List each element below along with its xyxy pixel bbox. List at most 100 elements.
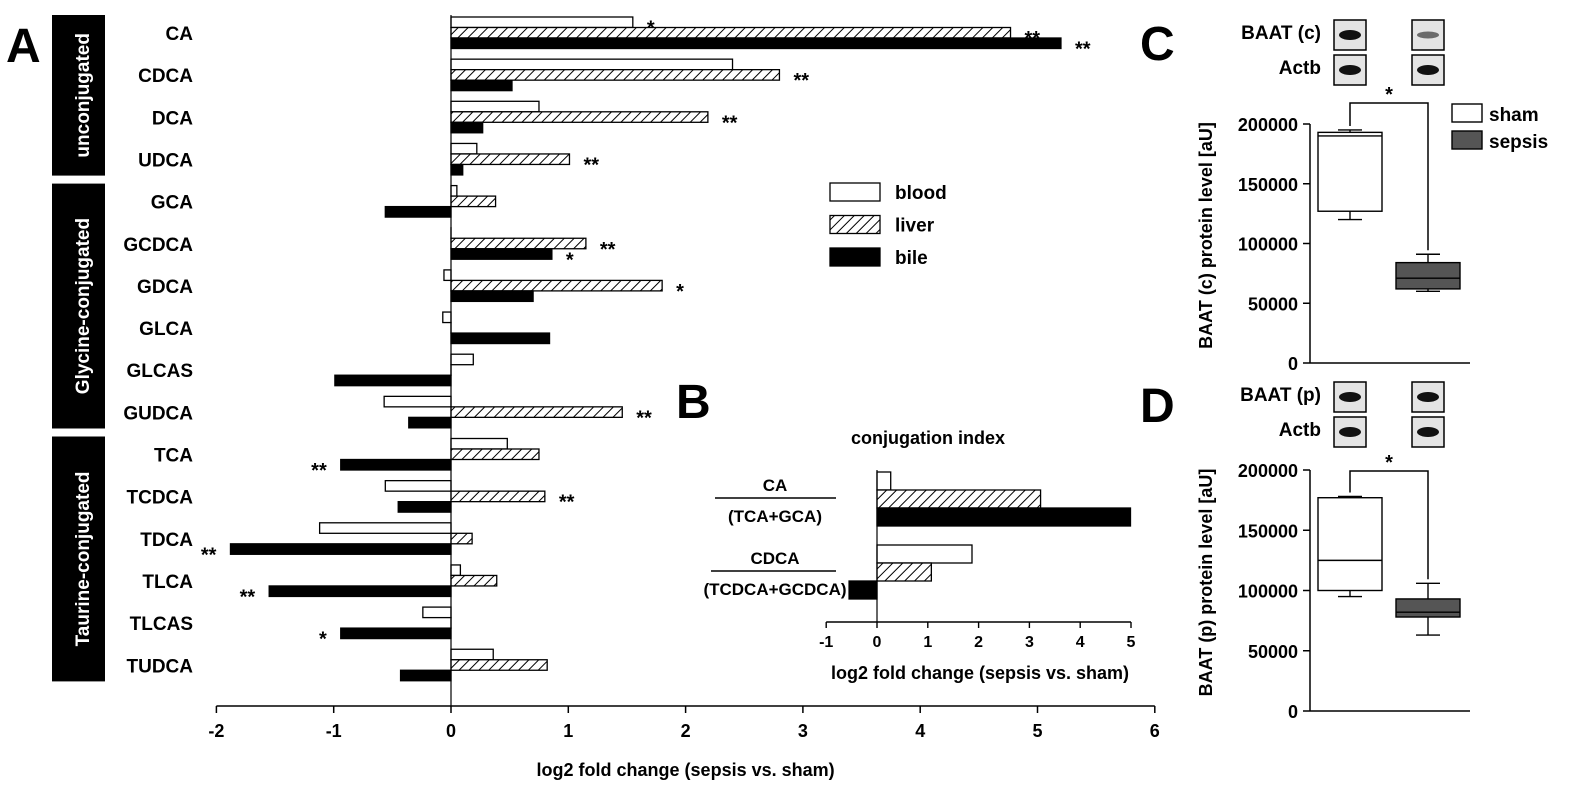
category-label: GLCA	[139, 319, 193, 340]
box-body	[1317, 497, 1383, 592]
bars	[848, 470, 1132, 622]
x-tick-label: 2	[974, 634, 983, 651]
bar-liver	[450, 659, 548, 671]
x-tick-label: 0	[446, 721, 456, 741]
group-label: unconjugated	[73, 33, 94, 158]
bar-blood	[443, 269, 452, 282]
x-tick-label: -1	[819, 634, 833, 651]
legend-swatch-bile	[829, 247, 881, 267]
ratio-denominator: (TCDCA+GCDCA)	[703, 580, 846, 599]
blot-band	[1339, 427, 1361, 437]
category-label: DCA	[152, 108, 193, 129]
significance-mark: *	[566, 249, 574, 271]
category-label: GCA	[151, 193, 194, 214]
bars	[229, 15, 1062, 706]
bar-blood	[450, 100, 540, 113]
significance-mark: **	[311, 460, 327, 482]
group-label: Taurine-conjugated	[73, 472, 94, 647]
bar-liver	[450, 406, 623, 419]
significance-mark: **	[636, 407, 652, 429]
category-label: CA	[166, 24, 194, 45]
category-labels: CA (TCA+GCA) CDCA (TCDCA+GCDCA)	[703, 476, 846, 599]
panel-letter-b: B	[676, 376, 711, 429]
bar-liver	[450, 574, 498, 587]
bar-bile	[384, 205, 452, 218]
x-tick-label: 4	[915, 721, 925, 741]
blot-label: Actb	[1279, 58, 1321, 79]
blot-label: Actb	[1279, 420, 1321, 441]
y-axis-title: BAAT (c) protein level [aU]	[1196, 122, 1216, 349]
ratio-numerator: CA	[763, 476, 788, 495]
y-tick-label: 150000	[1238, 521, 1298, 541]
blot-label: BAAT (p)	[1240, 385, 1321, 406]
bar-blood	[450, 142, 478, 155]
x-tick-label: 1	[563, 721, 573, 741]
bar-bile	[450, 332, 551, 345]
bar-blood	[450, 58, 734, 71]
x-tick-label: 5	[1032, 721, 1042, 741]
category-labels: CA CDCA DCA UDCA GCA GCDCA GDCA GLCA GLCAS GUDCA T…	[123, 24, 193, 677]
legend-label: liver	[895, 216, 935, 237]
significance-marks: * ** ***********************	[201, 18, 1091, 651]
category-label: TCDCA	[127, 488, 194, 509]
category-label: GDCA	[137, 277, 193, 298]
significance-mark: *	[1385, 452, 1393, 474]
chart-title: conjugation index	[851, 428, 1005, 448]
blot-band	[1417, 31, 1439, 39]
bar-bile	[408, 416, 452, 429]
y-axis-title: BAAT (p) protein level [aU]	[1196, 469, 1216, 697]
box-body	[1395, 261, 1461, 290]
blot-images: BAAT (c) Actb	[1241, 19, 1445, 86]
y-tick-label: 150000	[1238, 175, 1298, 195]
box-plot: 0 50000 100000 150000 200000 BAAT (c) protein…	[1196, 19, 1548, 374]
legend-label: sepsis	[1489, 132, 1548, 153]
bar-liver	[450, 195, 497, 208]
blot-images: BAAT (p) Actb	[1240, 381, 1445, 448]
category-label: CDCA	[138, 66, 193, 87]
bar-blood	[450, 353, 474, 366]
legend: sham sepsis	[1451, 103, 1548, 153]
x-axis-title: log2 fold change (sepsis vs. sham)	[831, 663, 1129, 683]
ratio-numerator: CDCA	[750, 549, 799, 568]
bar-bile	[848, 580, 878, 600]
y-tick-label: 0	[1288, 702, 1298, 722]
bar-liver	[876, 489, 1042, 509]
bar-blood	[450, 648, 494, 661]
bar-blood	[450, 16, 634, 29]
box-sham	[1317, 495, 1383, 598]
x-tick-label: -2	[208, 721, 224, 741]
significance-mark: **	[559, 492, 575, 514]
significance-mark: *	[319, 629, 327, 651]
bar-liver	[450, 111, 709, 123]
group-labels: unconjugated Glycine-conjugated Taurine-co…	[52, 15, 105, 682]
x-tick-label: 6	[1150, 721, 1160, 741]
x-axis: -1 0 1 2 3 4 5	[819, 621, 1136, 651]
blot-band	[1339, 30, 1361, 40]
category-label: TCA	[154, 446, 193, 467]
bar-blood	[422, 606, 452, 619]
significance-mark: *	[676, 281, 684, 303]
significance-mark: **	[722, 112, 738, 134]
bar-liver	[876, 562, 933, 582]
significance-mark: **	[600, 239, 616, 261]
significance-bracket	[1349, 470, 1429, 580]
category-label: GLCAS	[127, 361, 194, 382]
box-sepsis	[1395, 582, 1461, 636]
panel-b: B conjugation index CA (TCA+GCA) CDCA (TCDC…	[676, 376, 1136, 683]
blot-band	[1339, 392, 1361, 402]
bar-bile	[229, 543, 452, 555]
panel-letter-a: A	[6, 20, 41, 73]
y-tick-label: 200000	[1238, 115, 1298, 135]
bar-liver	[450, 279, 663, 292]
x-tick-label: 3	[1025, 634, 1034, 651]
x-tick-label: 5	[1127, 634, 1136, 651]
category-label: GUDCA	[123, 403, 193, 424]
bar-liver	[450, 69, 781, 81]
panel-a: A unconjugated Glycine-conjugated Taurine-…	[6, 15, 1160, 780]
bar-blood	[876, 544, 973, 564]
bar-bile	[450, 163, 464, 176]
bar-liver	[450, 26, 1012, 39]
y-tick-label: 200000	[1238, 461, 1298, 481]
bar-blood	[876, 471, 892, 491]
